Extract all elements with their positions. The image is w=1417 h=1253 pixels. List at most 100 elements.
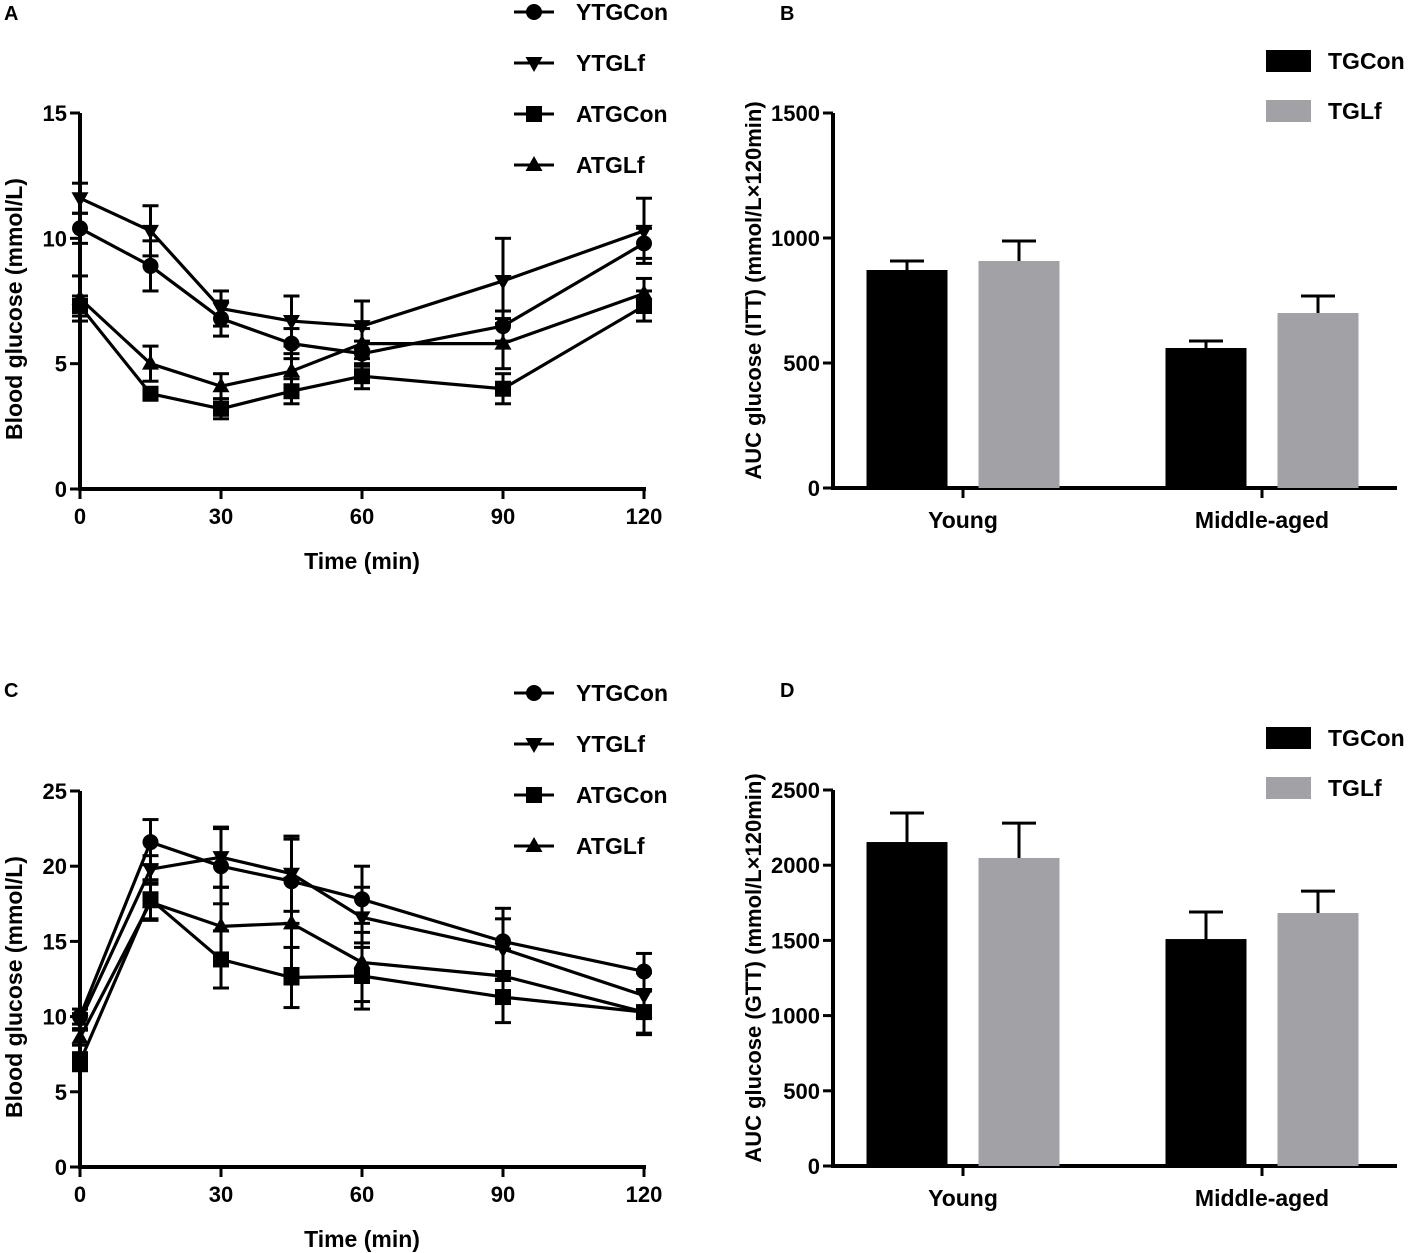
x-tick-label: 120 (626, 1182, 663, 1207)
legend: YTGCon YTGLf ATGCon ATGLf (514, 680, 668, 859)
legend-label: YTGLf (576, 50, 645, 76)
x-tick-label: 30 (209, 1182, 233, 1207)
y-tick-label: 0 (55, 477, 67, 502)
x-axis-label: Time (min) (304, 1226, 420, 1252)
legend: TGCon TGLf (1266, 48, 1405, 124)
legend-label: ATGCon (576, 101, 668, 127)
series-atglf (71, 274, 653, 401)
data-point-atglf (494, 334, 512, 350)
legend-item-atgcon: ATGCon (514, 782, 668, 808)
y-tick-label: 5 (55, 352, 67, 377)
x-tick-label: Middle-aged (1195, 1185, 1329, 1211)
legend-item-ytglf: YTGLf (514, 50, 645, 76)
data-point-atglf (283, 362, 300, 378)
data-point-ytglf (142, 863, 159, 879)
legend-item-tglf: TGLf (1266, 98, 1382, 124)
legend-item-atgcon: ATGCon (514, 101, 668, 127)
data-point-ytgcon (72, 220, 88, 237)
data-point-ytglf (142, 224, 159, 240)
y-axis-label: AUC glucose (GTT) (mmol/L×120min) (741, 773, 766, 1162)
y-axis-label: Blood glucose (mmol/L) (1, 178, 27, 440)
x-tick-label: Middle-aged (1195, 507, 1329, 533)
data-point-ytglf (212, 851, 230, 867)
y-tick-label: 10 (43, 226, 67, 251)
legend-marker-atglf (525, 156, 543, 171)
x-tick-label: 60 (350, 504, 374, 529)
data-point-atgcon (354, 368, 370, 385)
legend-item-ytgcon: YTGCon (514, 680, 668, 706)
y-axis-label: AUC glucose (ITT) (mmol/L×120min) (741, 101, 766, 479)
x-tick-label: Young (928, 1185, 998, 1211)
y-tick-label: 2500 (771, 778, 820, 803)
x-axis-label: Time (min) (304, 548, 420, 574)
x-tick-label: 90 (491, 504, 515, 529)
y-tick-label: 5 (55, 1080, 67, 1105)
x-tick-label: 30 (209, 504, 233, 529)
legend: TGCon TGLf (1266, 725, 1405, 801)
panel-label-b: B (780, 3, 794, 25)
bar-tgcon-young (866, 842, 948, 1166)
legend-label: YTGCon (576, 680, 668, 706)
data-point-atglf (353, 334, 371, 350)
data-point-atglf (494, 966, 512, 982)
legend-label: ATGLf (576, 152, 645, 178)
panel-label-c: C (4, 680, 18, 702)
data-point-ytgcon (142, 834, 159, 851)
bar-tgcon-middle-aged (1165, 939, 1247, 1166)
bar-tglf-young (978, 261, 1060, 488)
bar-tglf-young (978, 857, 1060, 1166)
x-tick-label: 0 (74, 1182, 86, 1207)
legend-item-ytgcon: YTGCon (514, 0, 668, 25)
data-point-atgcon (283, 969, 300, 986)
legend-swatch-tgcon (1266, 50, 1311, 72)
y-tick-label: 25 (43, 779, 67, 804)
x-tick-label: 120 (626, 504, 663, 529)
x-tick-label: 0 (74, 504, 86, 529)
y-tick-label: 500 (783, 351, 820, 376)
data-point-atgcon (142, 385, 159, 402)
legend-label: YTGLf (576, 731, 645, 757)
y-tick-label: 0 (808, 1154, 820, 1179)
y-tick-label: 15 (43, 929, 67, 954)
data-point-ytglf (212, 302, 230, 318)
data-point-ytglf (635, 224, 653, 240)
panel-c-gtt-line-chart: 0 5 10 15 20 25 0 30 60 90 120 Time (min) Blood gluc… (1, 680, 668, 1252)
data-point-ytgcon (142, 257, 159, 274)
legend-marker-atgcon (526, 106, 542, 122)
legend-swatch-tglf (1266, 777, 1311, 799)
y-tick-label: 2000 (771, 853, 820, 878)
series-ytglf (71, 181, 653, 353)
panel-label-d: D (780, 680, 794, 702)
legend-label: YTGCon (576, 0, 668, 25)
legend-marker-atglf (525, 837, 543, 852)
data-point-atglf (353, 953, 371, 969)
legend-label: ATGLf (576, 833, 645, 859)
data-point-atglf (212, 377, 230, 393)
data-point-atglf (71, 289, 89, 305)
y-tick-label: 0 (808, 476, 820, 501)
y-tick-label: 500 (783, 1079, 820, 1104)
data-point-atglf (212, 917, 230, 933)
data-point-atglf (71, 1028, 89, 1044)
data-point-atgcon (213, 400, 229, 417)
bar-tglf-middle-aged (1277, 913, 1359, 1166)
data-point-atglf (635, 284, 653, 300)
data-point-atglf (142, 893, 159, 909)
legend-label: TGLf (1328, 775, 1382, 801)
y-tick-label: 1500 (771, 928, 820, 953)
legend-item-tgcon: TGCon (1266, 48, 1405, 74)
legend-item-ytglf: YTGLf (514, 731, 645, 757)
x-tick-label: 60 (350, 1182, 374, 1207)
legend-marker-ytglf (525, 57, 543, 72)
y-tick-label: 1000 (771, 1004, 820, 1029)
legend-item-atglf: ATGLf (514, 152, 645, 178)
legend-label: TGCon (1328, 725, 1405, 751)
x-tick-label: Young (928, 507, 998, 533)
data-point-ytgcon (636, 963, 652, 980)
y-tick-label: 1500 (771, 101, 820, 126)
legend-label: TGLf (1328, 98, 1382, 124)
legend-swatch-tglf (1266, 100, 1311, 122)
bar-tgcon-young (866, 270, 948, 488)
data-point-ytglf (71, 192, 89, 208)
